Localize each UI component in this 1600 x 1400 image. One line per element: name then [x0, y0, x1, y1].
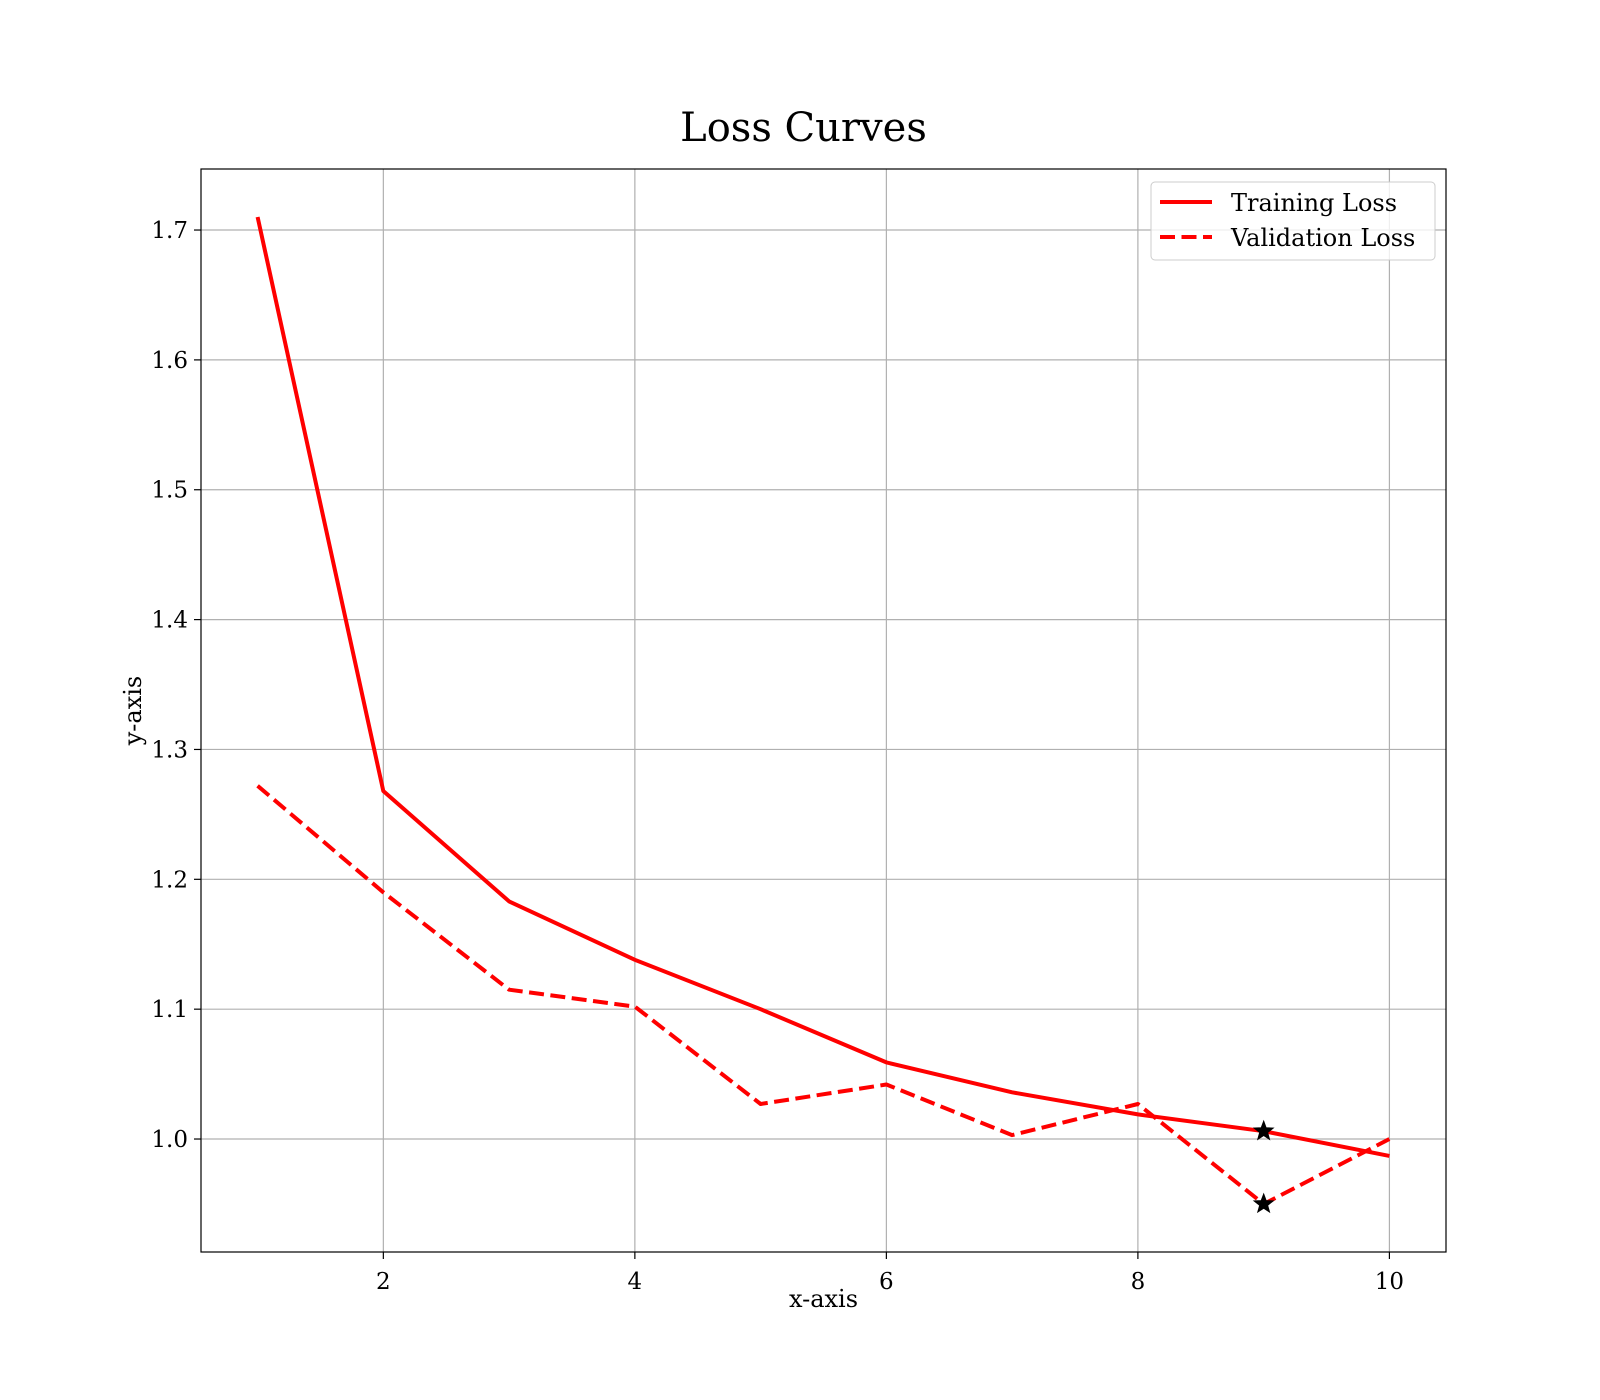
- series-line-validation-loss: [256, 784, 1391, 1206]
- y-tick-label: 1.3: [151, 737, 188, 763]
- chart-title: Loss Curves: [680, 105, 927, 151]
- y-tick-label: 1.2: [151, 867, 188, 893]
- x-axis-label: x-axis: [789, 1285, 858, 1313]
- grid: [201, 169, 1446, 1252]
- y-tick-label: 1.6: [151, 348, 188, 374]
- x-tick-label: 8: [1131, 1269, 1146, 1295]
- legend-box: [1150, 181, 1436, 261]
- y-tick-label: 1.0: [151, 1127, 188, 1153]
- x-tick-label: 4: [628, 1269, 643, 1295]
- x-tick-label: 2: [376, 1269, 391, 1295]
- x-tick-label: 10: [1375, 1269, 1404, 1295]
- series-lines: [255, 216, 1391, 1206]
- y-tick-label: 1.4: [151, 608, 188, 634]
- y-axis-label: y-axis: [119, 676, 147, 747]
- legend-label-training-loss: Training Loss: [1231, 189, 1397, 217]
- legend: Training Loss Validation Loss: [1150, 181, 1436, 261]
- plot-frame: [200, 168, 1447, 1253]
- star-marker-validation-loss: [1252, 1192, 1275, 1214]
- y-tick-label: 1.7: [151, 218, 188, 244]
- y-tick-label: 1.1: [151, 997, 188, 1023]
- legend-label-validation-loss: Validation Loss: [1230, 224, 1415, 252]
- y-tick-label: 1.5: [151, 478, 188, 504]
- x-tick-label: 6: [879, 1269, 894, 1295]
- axis-ticks: 2 4 6 8 10 1.0 1.1 1.2 1.3 1.4 1.5 1.6 1.7: [151, 218, 1404, 1295]
- star-marker-training-loss: [1252, 1119, 1275, 1141]
- markers: [1252, 1119, 1275, 1214]
- series-line-training-loss: [255, 216, 1390, 1158]
